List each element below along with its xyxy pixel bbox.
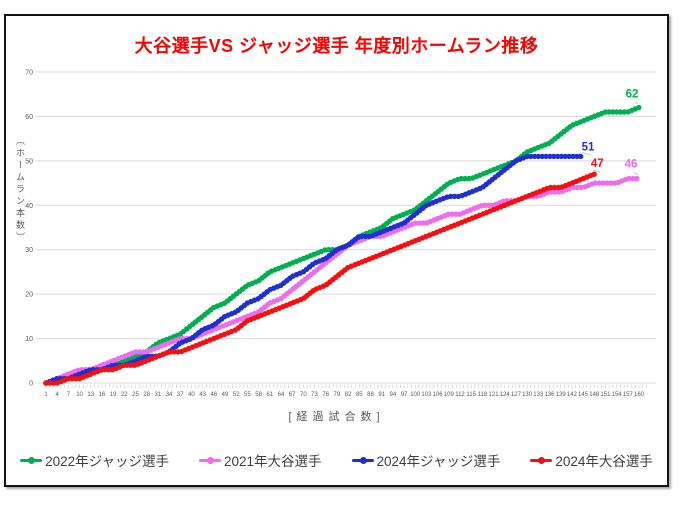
svg-text:70: 70 — [300, 392, 307, 398]
x-axis-title: [経過試合数] — [288, 411, 385, 423]
legend-label: 2021年大谷選手 — [223, 454, 322, 469]
svg-text:28: 28 — [143, 392, 150, 398]
svg-text:16: 16 — [99, 392, 106, 398]
legend-item: 2021年大谷選手 — [198, 450, 322, 470]
series-line-3: 51 — [43, 141, 595, 386]
svg-text:46: 46 — [210, 392, 217, 398]
series-line-4: 47 — [43, 158, 604, 386]
svg-text:73: 73 — [311, 392, 318, 398]
end-value-label: 51 — [582, 141, 595, 153]
svg-text:25: 25 — [132, 392, 139, 398]
svg-text:76: 76 — [322, 392, 329, 398]
x-tick-labels: 1 4 7 10 13 16 19 22 25 28 31 34 37 40 43 46 49 52 55 58 61 6… — [44, 392, 644, 398]
svg-text:55: 55 — [244, 392, 251, 398]
svg-text:112: 112 — [455, 392, 465, 398]
svg-text:13: 13 — [87, 392, 94, 398]
chart-window-frame: 大谷選手VS ジャッジ選手 年度別ホームラン推移 〔ホームラン本数〕 0 10 20… — [4, 14, 669, 487]
svg-text:34: 34 — [166, 392, 173, 398]
svg-text:79: 79 — [334, 392, 341, 398]
legend-line-marker-icon — [198, 456, 221, 464]
svg-text:139: 139 — [556, 392, 567, 398]
svg-text:10: 10 — [76, 392, 83, 398]
legend-line-marker-icon — [20, 456, 43, 464]
svg-text:142: 142 — [567, 392, 578, 398]
x-tick-marks — [45, 384, 647, 388]
legend-item: 2024年大谷選手 — [530, 450, 653, 470]
svg-text:22: 22 — [121, 392, 128, 398]
legend-line-marker-icon — [351, 456, 374, 464]
svg-text:109: 109 — [444, 392, 455, 398]
svg-text:82: 82 — [345, 392, 352, 398]
svg-text:88: 88 — [367, 392, 374, 398]
svg-text:52: 52 — [233, 392, 240, 398]
svg-text:91: 91 — [378, 392, 385, 398]
gridlines — [36, 71, 656, 384]
svg-text:97: 97 — [401, 392, 408, 398]
svg-text:148: 148 — [589, 392, 600, 398]
svg-text:157: 157 — [623, 392, 634, 398]
end-value-label: 62 — [626, 89, 639, 101]
y-tick-labels: 0 10 20 30 40 50 60 70 — [25, 70, 33, 388]
svg-text:133: 133 — [533, 392, 544, 398]
svg-text:94: 94 — [390, 392, 397, 398]
legend-item: 2024年ジャッジ選手 — [351, 450, 501, 470]
svg-text:43: 43 — [199, 392, 206, 398]
svg-text:19: 19 — [110, 392, 117, 398]
y-axis-title: 〔ホームラン本数〕 — [15, 136, 25, 244]
svg-text:49: 49 — [222, 392, 229, 398]
svg-text:50: 50 — [25, 158, 33, 165]
svg-text:154: 154 — [612, 392, 623, 398]
end-value-label: 47 — [591, 158, 604, 170]
svg-text:4: 4 — [56, 392, 60, 398]
svg-text:127: 127 — [511, 392, 522, 398]
svg-text:31: 31 — [155, 392, 162, 398]
svg-text:106: 106 — [433, 392, 444, 398]
svg-text:160: 160 — [634, 392, 645, 398]
legend-item: 2022年ジャッジ選手 — [20, 450, 169, 470]
svg-text:20: 20 — [25, 292, 33, 299]
svg-text:124: 124 — [500, 392, 511, 398]
svg-text:103: 103 — [421, 392, 432, 398]
svg-text:151: 151 — [600, 392, 611, 398]
svg-text:10: 10 — [25, 336, 33, 343]
legend-line-marker-icon — [530, 456, 553, 464]
svg-text:58: 58 — [255, 392, 262, 398]
svg-text:118: 118 — [478, 392, 488, 398]
svg-text:7: 7 — [67, 392, 71, 398]
svg-text:37: 37 — [177, 392, 184, 398]
svg-text:30: 30 — [25, 247, 33, 254]
svg-text:100: 100 — [410, 392, 421, 398]
svg-text:115: 115 — [466, 392, 476, 398]
svg-text:145: 145 — [578, 392, 589, 398]
legend-label: 2024年ジャッジ選手 — [376, 454, 501, 469]
svg-text:85: 85 — [356, 392, 363, 398]
legend-label: 2024年大谷選手 — [555, 454, 653, 469]
svg-text:40: 40 — [188, 392, 195, 398]
svg-text:1: 1 — [44, 392, 48, 398]
svg-text:64: 64 — [278, 392, 285, 398]
svg-text:130: 130 — [522, 392, 533, 398]
svg-text:60: 60 — [25, 114, 33, 121]
svg-text:121: 121 — [489, 392, 500, 398]
svg-text:67: 67 — [289, 392, 296, 398]
svg-text:61: 61 — [266, 392, 273, 398]
chart-title: 大谷選手VS ジャッジ選手 年度別ホームラン推移 — [134, 36, 539, 56]
svg-text:136: 136 — [544, 392, 555, 398]
legend-label: 2022年ジャッジ選手 — [45, 454, 169, 469]
svg-text:70: 70 — [25, 70, 33, 77]
legend: 2022年ジャッジ選手 2021年大谷選手 2024年ジャッジ選手 2024年大谷選手 — [6, 450, 667, 470]
svg-text:40: 40 — [25, 203, 33, 210]
svg-text:0: 0 — [29, 381, 33, 388]
end-value-label: 46 — [625, 159, 638, 171]
